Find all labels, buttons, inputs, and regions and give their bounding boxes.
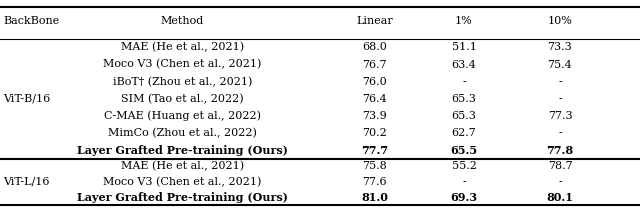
Text: 75.4: 75.4 xyxy=(548,59,572,70)
Text: 77.6: 77.6 xyxy=(362,177,387,187)
Text: ViT-B/16: ViT-B/16 xyxy=(3,94,51,104)
Text: 76.4: 76.4 xyxy=(362,94,387,104)
Text: MAE (He et al., 2021): MAE (He et al., 2021) xyxy=(121,42,244,52)
Text: -: - xyxy=(462,77,466,87)
Text: -: - xyxy=(558,177,562,187)
Text: -: - xyxy=(462,177,466,187)
Text: 65.5: 65.5 xyxy=(451,144,477,155)
Text: 65.3: 65.3 xyxy=(452,94,476,104)
Text: -: - xyxy=(558,94,562,104)
Text: 75.8: 75.8 xyxy=(362,161,387,171)
Text: 51.1: 51.1 xyxy=(452,42,476,52)
Text: 76.0: 76.0 xyxy=(362,77,387,87)
Text: C-MAE (Huang et al., 2022): C-MAE (Huang et al., 2022) xyxy=(104,110,261,121)
Text: MimCo (Zhou et al., 2022): MimCo (Zhou et al., 2022) xyxy=(108,128,257,138)
Text: 65.3: 65.3 xyxy=(452,111,476,121)
Text: 73.3: 73.3 xyxy=(548,42,572,52)
Text: 55.2: 55.2 xyxy=(452,161,476,171)
Text: 62.7: 62.7 xyxy=(452,128,476,138)
Text: Moco V3 (Chen et al., 2021): Moco V3 (Chen et al., 2021) xyxy=(103,176,262,187)
Text: 1%: 1% xyxy=(455,16,473,26)
Text: SIM (Tao et al., 2022): SIM (Tao et al., 2022) xyxy=(121,93,244,104)
Text: Linear: Linear xyxy=(356,16,393,26)
Text: 70.2: 70.2 xyxy=(362,128,387,138)
Text: 78.7: 78.7 xyxy=(548,161,572,171)
Text: Method: Method xyxy=(161,16,204,26)
Text: 76.7: 76.7 xyxy=(362,59,387,70)
Text: iBoT† (Zhou et al., 2021): iBoT† (Zhou et al., 2021) xyxy=(113,76,252,87)
Text: 77.7: 77.7 xyxy=(361,144,388,155)
Text: 68.0: 68.0 xyxy=(362,42,387,52)
Text: Moco V3 (Chen et al., 2021): Moco V3 (Chen et al., 2021) xyxy=(103,59,262,70)
Text: 81.0: 81.0 xyxy=(361,192,388,203)
Text: MAE (He et al., 2021): MAE (He et al., 2021) xyxy=(121,161,244,171)
Text: 69.3: 69.3 xyxy=(451,192,477,203)
Text: -: - xyxy=(558,128,562,138)
Text: Layer Grafted Pre-training (Ours): Layer Grafted Pre-training (Ours) xyxy=(77,144,288,155)
Text: 63.4: 63.4 xyxy=(452,59,476,70)
Text: Layer Grafted Pre-training (Ours): Layer Grafted Pre-training (Ours) xyxy=(77,192,288,203)
Text: 73.9: 73.9 xyxy=(362,111,387,121)
Text: -: - xyxy=(558,77,562,87)
Text: 80.1: 80.1 xyxy=(547,192,573,203)
Text: 77.8: 77.8 xyxy=(547,144,573,155)
Text: 10%: 10% xyxy=(548,16,572,26)
Text: 77.3: 77.3 xyxy=(548,111,572,121)
Text: ViT-L/16: ViT-L/16 xyxy=(3,177,50,187)
Text: BackBone: BackBone xyxy=(3,16,60,26)
